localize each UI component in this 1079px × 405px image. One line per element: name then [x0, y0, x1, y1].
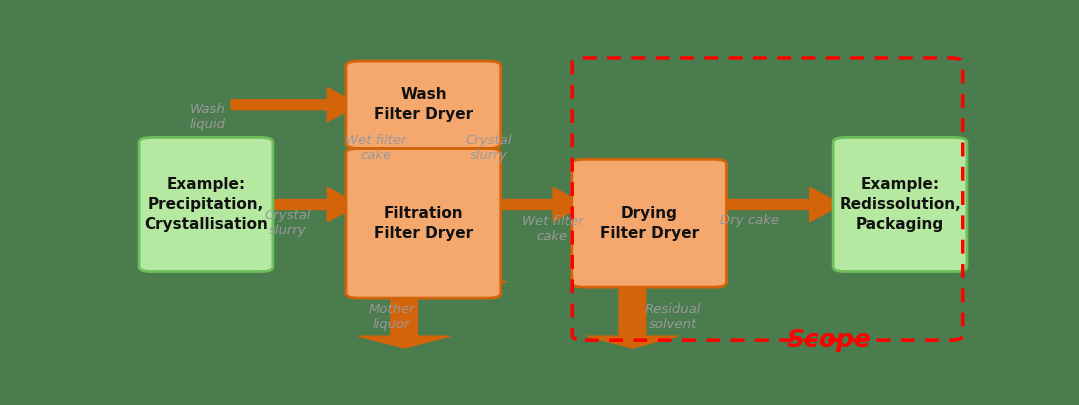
Text: Dry cake: Dry cake [721, 213, 779, 227]
Polygon shape [231, 87, 359, 122]
Polygon shape [358, 293, 450, 348]
Polygon shape [715, 188, 842, 222]
Text: Scope: Scope [787, 328, 872, 352]
Text: Wet filter
cake: Wet filter cake [521, 215, 583, 243]
FancyBboxPatch shape [346, 148, 501, 298]
Text: Residual
solvent: Residual solvent [645, 303, 701, 331]
Text: Example:
Precipitation,
Crystallisation: Example: Precipitation, Crystallisation [144, 177, 268, 232]
Polygon shape [380, 66, 472, 151]
Polygon shape [264, 188, 359, 222]
Polygon shape [490, 188, 585, 222]
FancyBboxPatch shape [572, 159, 726, 287]
Text: Wash
Filter Dryer: Wash Filter Dryer [373, 87, 473, 122]
FancyBboxPatch shape [833, 137, 967, 272]
Polygon shape [587, 281, 679, 348]
Text: Wash
liquid: Wash liquid [189, 103, 226, 131]
Text: Example:
Redissolution,
Packaging: Example: Redissolution, Packaging [839, 177, 961, 232]
FancyBboxPatch shape [139, 137, 273, 272]
Text: Drying
Filter Dryer: Drying Filter Dryer [600, 206, 699, 241]
Polygon shape [415, 144, 507, 293]
Text: Mother
liquor: Mother liquor [368, 303, 415, 331]
Text: Crystal
slurry: Crystal slurry [264, 209, 311, 237]
FancyBboxPatch shape [346, 61, 501, 148]
Text: Crystal
slurry: Crystal slurry [465, 134, 511, 162]
Text: Wet filter
cake: Wet filter cake [345, 134, 407, 162]
Text: Filtration
Filter Dryer: Filtration Filter Dryer [373, 206, 473, 241]
